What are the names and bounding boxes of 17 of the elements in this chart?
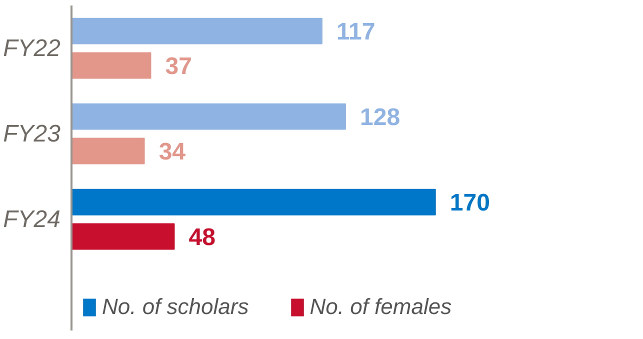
legend-label: No. of scholars xyxy=(102,294,249,320)
data-label: 37 xyxy=(165,52,192,80)
data-label: 128 xyxy=(360,104,400,132)
bar xyxy=(72,52,152,79)
y-tick-label: FY22 xyxy=(3,34,61,62)
bar xyxy=(72,223,175,250)
data-label: 48 xyxy=(188,224,216,252)
data-label: 170 xyxy=(450,190,490,217)
data-label: 117 xyxy=(336,18,376,46)
bar xyxy=(72,103,346,130)
bar xyxy=(72,188,436,216)
legend-label: No. of females xyxy=(310,294,452,320)
data-label: 34 xyxy=(158,138,186,166)
bar xyxy=(72,18,322,44)
bar xyxy=(72,138,145,164)
y-tick-label: FY24 xyxy=(3,206,61,233)
y-tick-label: FY23 xyxy=(3,120,62,148)
